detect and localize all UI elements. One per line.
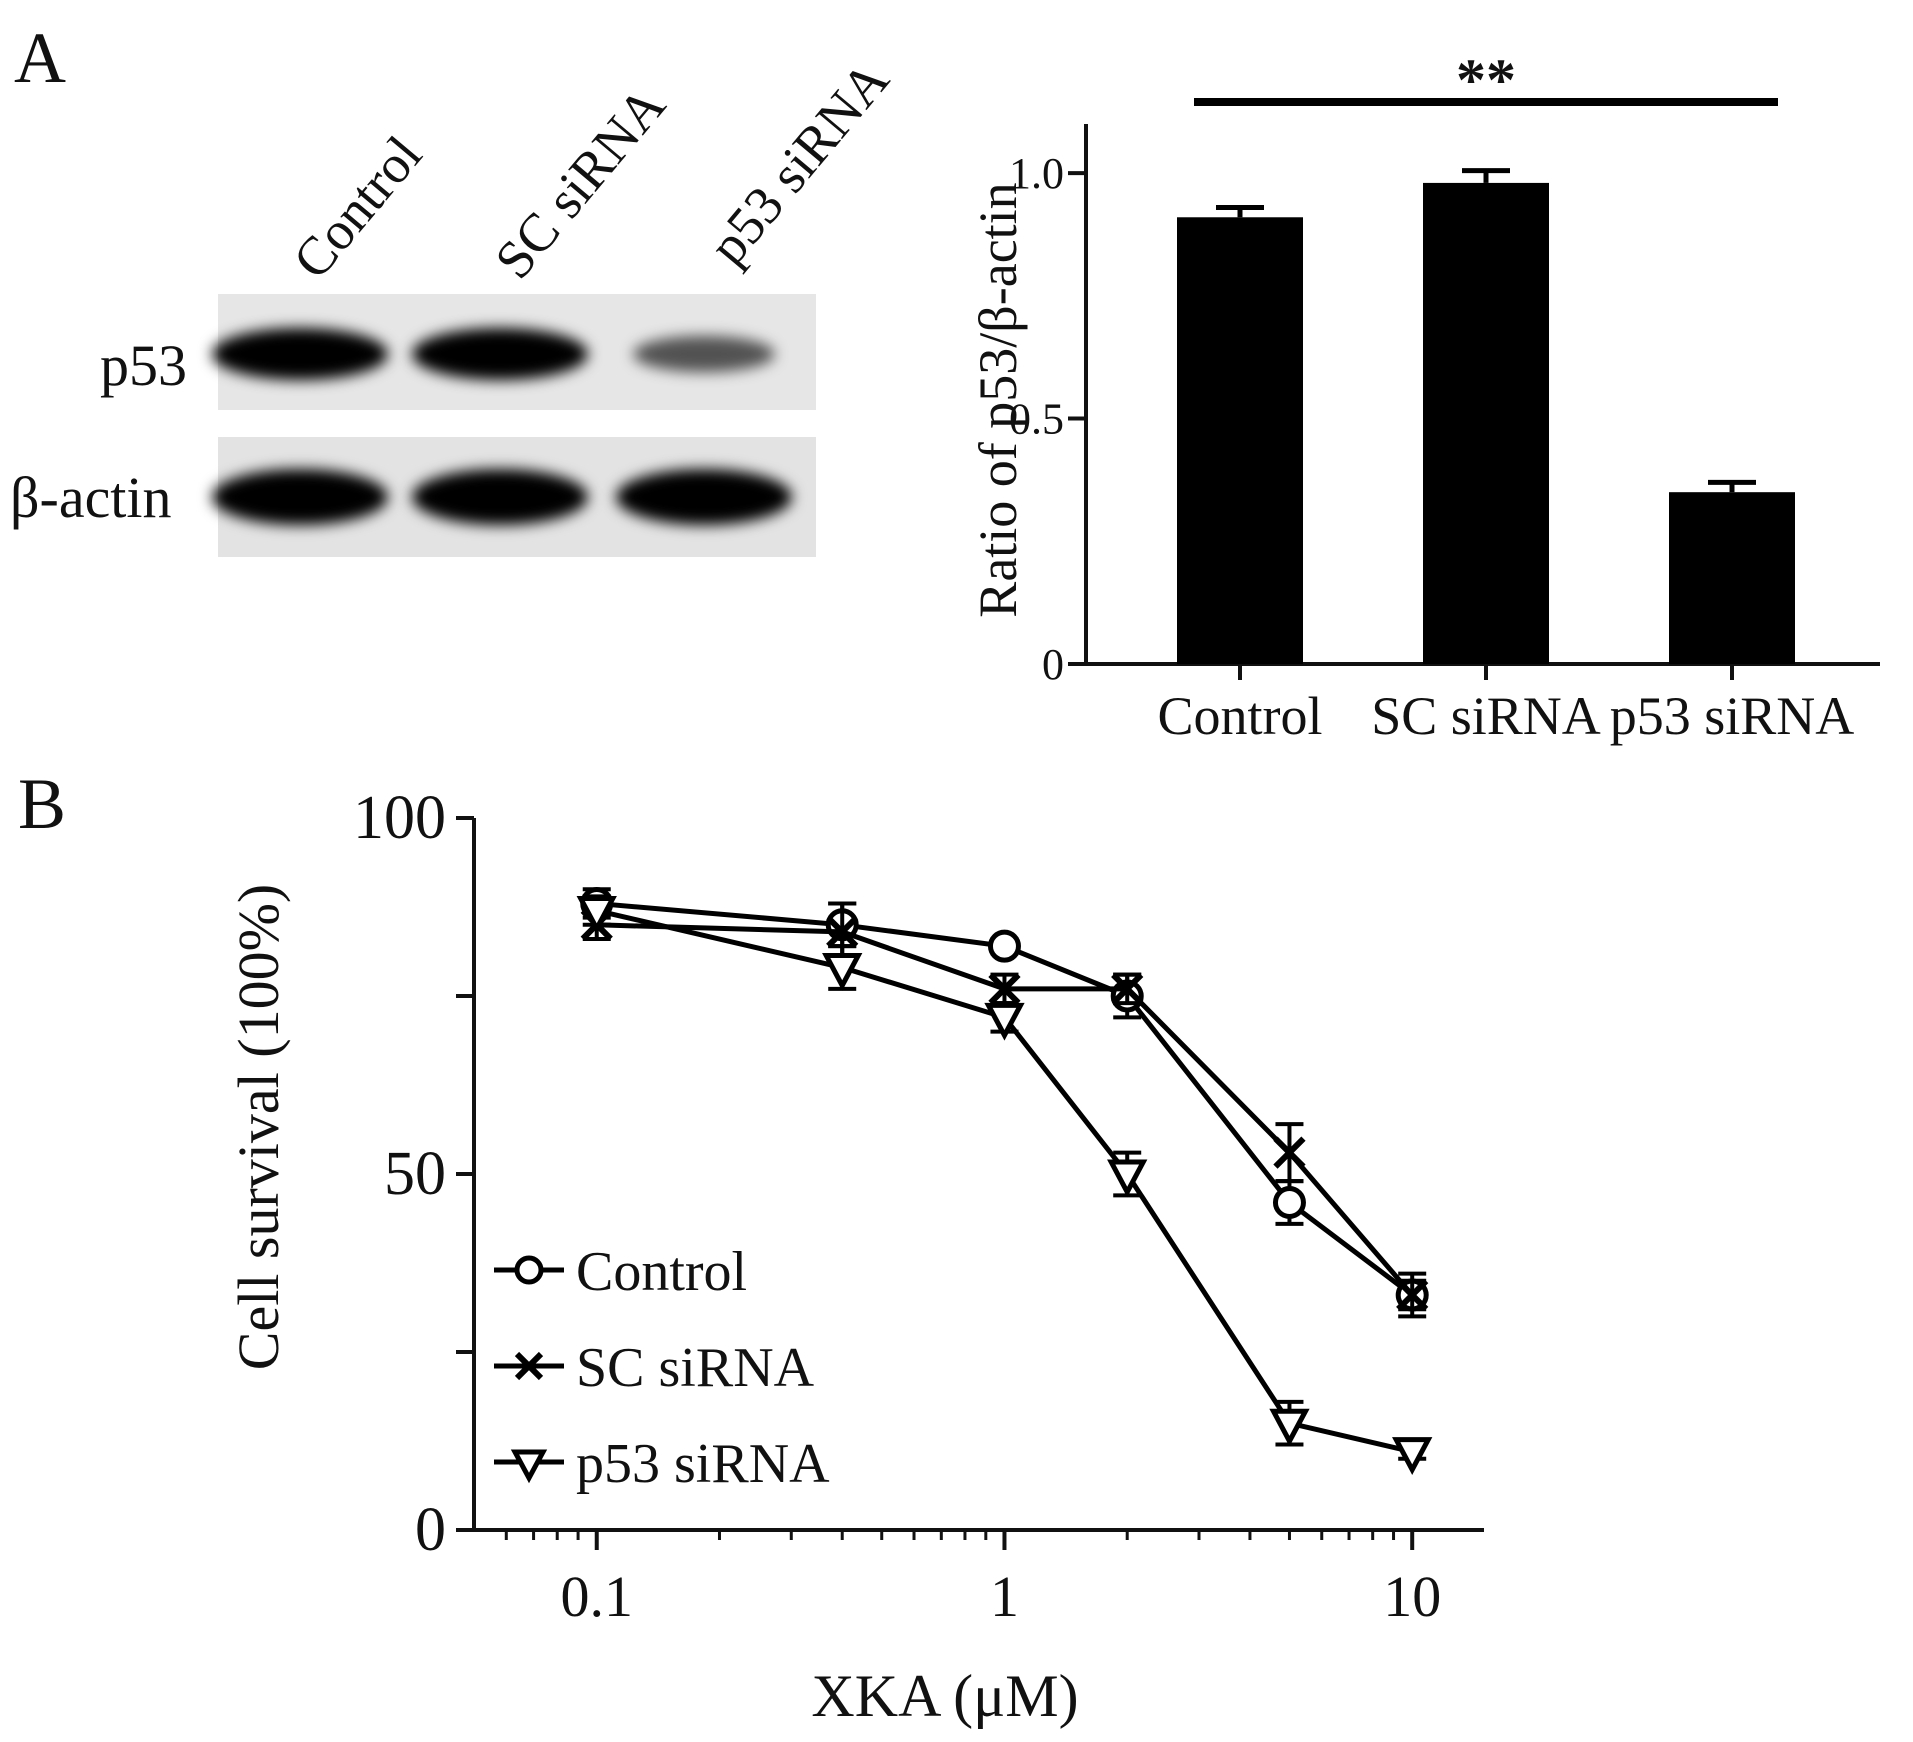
legend-marker-0 [514,1255,544,1285]
blot-lane-label-0: Control [281,125,433,290]
blot-band-actin-1 [412,469,588,525]
series-2 [576,894,1433,1475]
series-line-2 [596,908,1413,1455]
blot-band-actin-2 [616,469,792,525]
blot-bands-actin [212,469,792,525]
series-2-point-4 [1269,1408,1310,1447]
series-1-point-5 [1396,1278,1429,1312]
bar-xtick-label-1: SC siRNA [1371,686,1601,746]
bar-marks: 0 0.5 1.0 Control SC siRNA p53 siRNA ** [1009,47,1880,746]
bar-ytick-label-2: 1.0 [1009,149,1064,198]
series-2-point-2 [984,1002,1025,1041]
bar-xtick-label-0: Control [1157,686,1322,746]
legend-marker-1 [514,1351,544,1381]
panel-label-b: B [18,764,66,844]
line-ytick-label-0: 0 [415,1496,446,1564]
significance-label: ** [1456,47,1516,113]
blot-bands-p53 [212,328,775,380]
series-1-point-4 [1273,1136,1306,1169]
bar-xtick-label-2: p53 siRNA [1610,686,1855,746]
panel-label-a: A [14,18,66,98]
line-ytick-label-2: 50 [384,1140,446,1208]
series-line-1 [596,922,1415,1297]
blot-band-actin-0 [212,469,388,525]
line-ytick-label-4: 100 [353,784,446,852]
series-1 [580,901,1429,1319]
western-blot: Control SC siRNA p53 siRNA p53 β-actin [10,50,900,557]
blot-band-p53-2 [633,335,775,373]
blot-lane-label-1: SC siRNA [483,75,677,289]
bar-ytick-label-1: 0.5 [1009,395,1064,444]
line-xlabel: XKA (μM) [811,1663,1078,1729]
legend: Control SC siRNA p53 siRNA [494,1241,830,1495]
bar-2 [1669,492,1795,664]
line-ylabel: Cell survival (100%) [226,884,291,1370]
bar-1 [1423,182,1549,664]
series-line-0 [596,900,1414,1298]
legend-marker-2 [510,1449,548,1484]
bar-0 [1177,217,1303,665]
blot-band-p53-1 [412,328,588,380]
blot-row-label-actin: β-actin [10,465,172,530]
blot-lane-label-2: p53 siRNA [697,50,900,276]
series-2-point-0 [576,896,617,934]
line-chart: Cell survival (100%) XKA (μM) 0 50 100 0.1 1… [226,784,1484,1729]
series-2-point-5 [1392,1437,1433,1475]
legend-label-2: p53 siRNA [576,1433,830,1495]
legend-label-1: SC siRNA [576,1337,815,1399]
legend-label-0: Control [576,1241,747,1303]
blot-band-p53-0 [212,328,388,380]
series-1-point-1 [826,915,859,949]
series-2-point-3 [1107,1159,1148,1198]
series-1-point-2 [988,972,1021,1006]
series-0-point-2 [987,929,1021,963]
bar-ylabel: Ratio of p53/β-actin [968,182,1028,617]
blot-row-label-p53: p53 [100,333,187,398]
series-2-point-1 [822,953,863,991]
line-xtick-label-1: 1 [990,1564,1019,1629]
series-0-point-4 [1272,1185,1306,1219]
bar-chart: Ratio of p53/β-actin 0 0.5 1.0 Control SC si… [968,47,1880,746]
line-xtick-label-0: 0.1 [560,1564,633,1629]
line-xtick-label-2: 10 [1383,1564,1441,1629]
bar-ytick-label-0: 0 [1042,640,1064,689]
line-marks: 0 50 100 0.1 1 10 [353,784,1484,1629]
series-1-point-3 [1111,972,1144,1006]
